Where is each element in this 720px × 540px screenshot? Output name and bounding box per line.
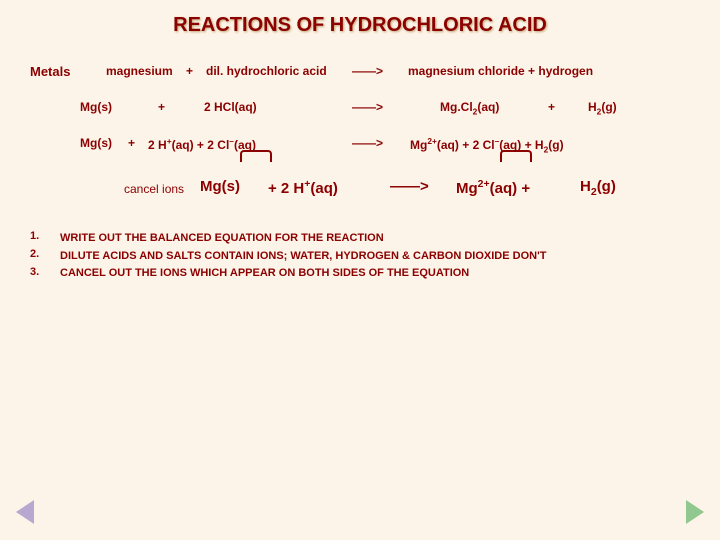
plus: + <box>186 64 193 78</box>
note-line: CANCEL OUT THE IONS WHICH APPEAR ON BOTH… <box>60 265 546 283</box>
ions-left: 2 H+(aq) + 2 Cl–(aq) <box>148 136 256 152</box>
mg: Mg(s) <box>200 178 240 195</box>
arrow: ——> <box>352 136 383 150</box>
cancel-mark-icon <box>240 150 272 162</box>
section-label: Metals <box>30 64 70 79</box>
plus: + <box>128 136 135 150</box>
h-plus: + 2 H+(aq) <box>268 178 338 197</box>
arrow: ——> <box>352 100 383 114</box>
h2: H2(g) <box>588 100 617 116</box>
note-number: 1. <box>30 230 39 242</box>
next-arrow-icon[interactable] <box>686 500 704 524</box>
reactant-b: dil. hydrochloric acid <box>206 64 327 78</box>
mg: Mg(s) <box>80 136 112 150</box>
ions-right: Mg2+(aq) + 2 Cl–(aq) + H2(g) <box>410 136 564 154</box>
plus: + <box>548 100 555 114</box>
cancel-mark-icon <box>500 150 532 162</box>
reactant-a: magnesium <box>106 64 173 78</box>
note-line: DILUTE ACIDS AND SALTS CONTAIN IONS; WAT… <box>60 248 546 266</box>
mgcl2: Mg.Cl2(aq) <box>440 100 499 116</box>
note-number: 3. <box>30 266 39 278</box>
prev-arrow-icon[interactable] <box>16 500 34 524</box>
cancel-ions-label: cancel ions <box>124 182 184 196</box>
mg: Mg(s) <box>80 100 112 114</box>
page-title: REACTIONS OF HYDROCHLORIC ACID <box>0 0 720 45</box>
h2: H2(g) <box>580 178 616 198</box>
arrow: ——> <box>390 178 429 195</box>
note-number: 2. <box>30 248 39 260</box>
products: magnesium chloride + hydrogen <box>408 64 593 78</box>
hcl: 2 HCl(aq) <box>204 100 257 114</box>
plus: + <box>158 100 165 114</box>
arrow: ——> <box>352 64 383 78</box>
instructions: WRITE OUT THE BALANCED EQUATION FOR THE … <box>60 230 546 283</box>
mg2plus: Mg2+(aq) + <box>456 178 530 197</box>
note-line: WRITE OUT THE BALANCED EQUATION FOR THE … <box>60 230 546 248</box>
